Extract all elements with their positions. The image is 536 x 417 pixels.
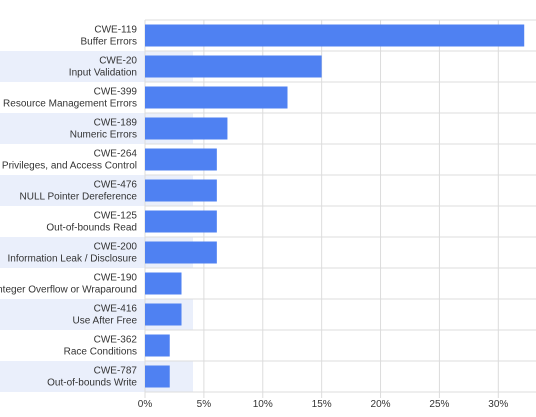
category-label-id: CWE-476 xyxy=(94,180,138,191)
category-label-id: CWE-416 xyxy=(94,304,138,315)
category-label-name: Out-of-bounds Read xyxy=(46,223,137,234)
bar-cwe-125[interactable] xyxy=(145,210,217,233)
category-label-id: CWE-200 xyxy=(94,242,138,253)
bar-cwe-362[interactable] xyxy=(145,334,170,357)
category-label-id: CWE-264 xyxy=(94,149,138,160)
x-tick-label: 25% xyxy=(429,399,449,410)
category-label-name: Resource Management Errors xyxy=(3,99,137,110)
bar-cwe-399[interactable] xyxy=(145,86,288,109)
category-label-id: CWE-787 xyxy=(94,366,138,377)
category-label-id: CWE-20 xyxy=(99,56,137,67)
category-label-id: CWE-189 xyxy=(94,118,138,129)
bar-cwe-476[interactable] xyxy=(145,179,217,202)
category-label-name: Integer Overflow or Wraparound xyxy=(0,285,137,296)
bar-cwe-190[interactable] xyxy=(145,272,182,295)
category-label-name: Buffer Errors xyxy=(81,37,138,48)
x-tick-label: 10% xyxy=(253,399,273,410)
category-label-name: Input Validation xyxy=(69,68,137,79)
category-label-name: Race Conditions xyxy=(64,347,137,358)
category-label-name: Use After Free xyxy=(73,316,138,327)
category-label-name: Permissions, Privileges, and Access Cont… xyxy=(0,161,137,172)
category-label-id: CWE-119 xyxy=(94,25,137,36)
bar-cwe-200[interactable] xyxy=(145,241,217,264)
category-label-name: Information Leak / Disclosure xyxy=(7,254,137,265)
x-tick-label: 15% xyxy=(312,399,332,410)
category-label-name: Out-of-bounds Write xyxy=(47,378,137,389)
x-tick-label: 0% xyxy=(138,399,153,410)
x-tick-label: 5% xyxy=(197,399,212,410)
x-tick-label: 30% xyxy=(488,399,508,410)
category-label-name: Numeric Errors xyxy=(70,130,137,141)
category-label-id: CWE-362 xyxy=(94,335,138,346)
bar-cwe-119[interactable] xyxy=(145,24,525,47)
category-label-name: NULL Pointer Dereference xyxy=(20,192,138,203)
bar-cwe-264[interactable] xyxy=(145,148,217,171)
bar-cwe-189[interactable] xyxy=(145,117,228,140)
x-tick-label: 20% xyxy=(371,399,391,410)
category-label-id: CWE-190 xyxy=(94,273,138,284)
category-label-id: CWE-399 xyxy=(94,87,138,98)
bar-cwe-787[interactable] xyxy=(145,365,170,388)
category-label-id: CWE-125 xyxy=(94,211,138,222)
bar-cwe-416[interactable] xyxy=(145,303,182,326)
bar-cwe-20[interactable] xyxy=(145,55,322,78)
